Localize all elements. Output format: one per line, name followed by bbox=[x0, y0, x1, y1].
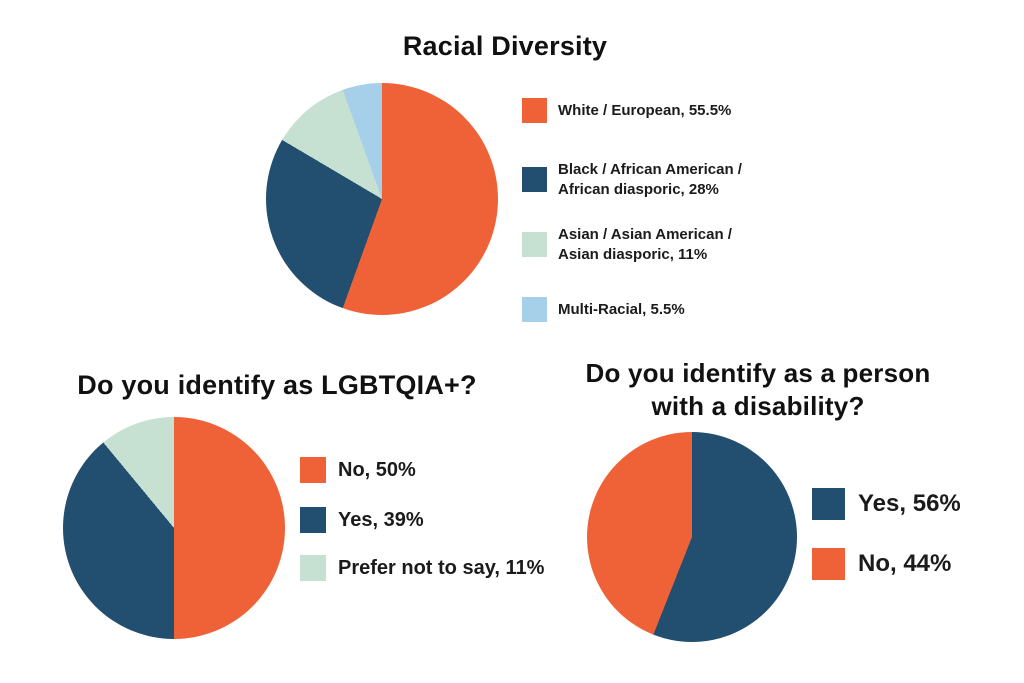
legend-swatch-orange bbox=[300, 457, 326, 483]
legend-label: No, 44% bbox=[858, 550, 951, 578]
legend-label: Asian / Asian American / Asian diasporic… bbox=[558, 225, 732, 265]
legend-label-line: African diasporic, 28% bbox=[558, 180, 719, 198]
legend-swatch-dark-blue bbox=[522, 167, 547, 192]
legend-item-asian-asian-american: Asian / Asian American / Asian diasporic… bbox=[522, 226, 732, 263]
chart-title-lgbtqia: Do you identify as LGBTQIA+? bbox=[77, 370, 477, 400]
legend-swatch-dark-blue bbox=[300, 507, 326, 533]
legend-item-no: No, 44% bbox=[812, 548, 951, 580]
legend-item-no: No, 50% bbox=[300, 457, 416, 483]
legend-label: Multi-Racial, 5.5% bbox=[558, 300, 685, 320]
legend-label: White / European, 55.5% bbox=[558, 101, 731, 121]
legend-label-line: Asian diasporic, 11% bbox=[558, 245, 708, 263]
legend-swatch-dark-blue bbox=[812, 488, 845, 520]
legend-label-line: Yes, 39% bbox=[338, 509, 424, 531]
legend-label-line: White / European, 55.5% bbox=[558, 101, 732, 119]
chart-title-line: with a disability? bbox=[651, 391, 865, 421]
legend-swatch-light-blue bbox=[522, 297, 547, 322]
legend-swatch-mint bbox=[300, 555, 326, 581]
legend-item-multi-racial: Multi-Racial, 5.5% bbox=[522, 297, 685, 322]
legend-item-black-african-american: Black / African American / African diasp… bbox=[522, 161, 742, 198]
legend-swatch-orange bbox=[522, 98, 547, 123]
legend-label: Yes, 56% bbox=[858, 490, 961, 518]
legend-label-line: No, 50% bbox=[338, 459, 416, 481]
legend-item-white-european: White / European, 55.5% bbox=[522, 98, 731, 123]
legend-swatch-mint bbox=[522, 232, 547, 257]
legend-label: No, 50% bbox=[338, 458, 416, 482]
legend-label-line: Multi-Racial, 5.5% bbox=[558, 300, 685, 318]
legend-label-line: Black / African American / bbox=[558, 160, 742, 178]
legend-label: Yes, 39% bbox=[338, 508, 424, 532]
legend-label-line: Prefer not to say, 11% bbox=[338, 557, 545, 579]
pie-disability bbox=[587, 432, 797, 642]
legend-label-line: No, 44% bbox=[858, 550, 952, 577]
legend-label: Black / African American / African diasp… bbox=[558, 160, 742, 200]
chart-title-line: Do you identify as a person bbox=[585, 358, 931, 388]
pie-lgbtqia bbox=[63, 417, 285, 639]
legend-item-yes: Yes, 56% bbox=[812, 488, 961, 520]
legend-label-line: Asian / Asian American / bbox=[558, 225, 732, 243]
legend-item-yes: Yes, 39% bbox=[300, 507, 424, 533]
pie-racial-diversity bbox=[266, 83, 498, 315]
chart-title-racial-diversity: Racial Diversity bbox=[402, 31, 608, 61]
legend-label-line: Yes, 56% bbox=[858, 490, 961, 517]
legend-item-prefer-not-to-say: Prefer not to say, 11% bbox=[300, 555, 544, 581]
legend-label: Prefer not to say, 11% bbox=[338, 556, 544, 580]
legend-swatch-orange bbox=[812, 548, 845, 580]
chart-title-disability: Do you identify as a person with a disab… bbox=[545, 357, 971, 423]
